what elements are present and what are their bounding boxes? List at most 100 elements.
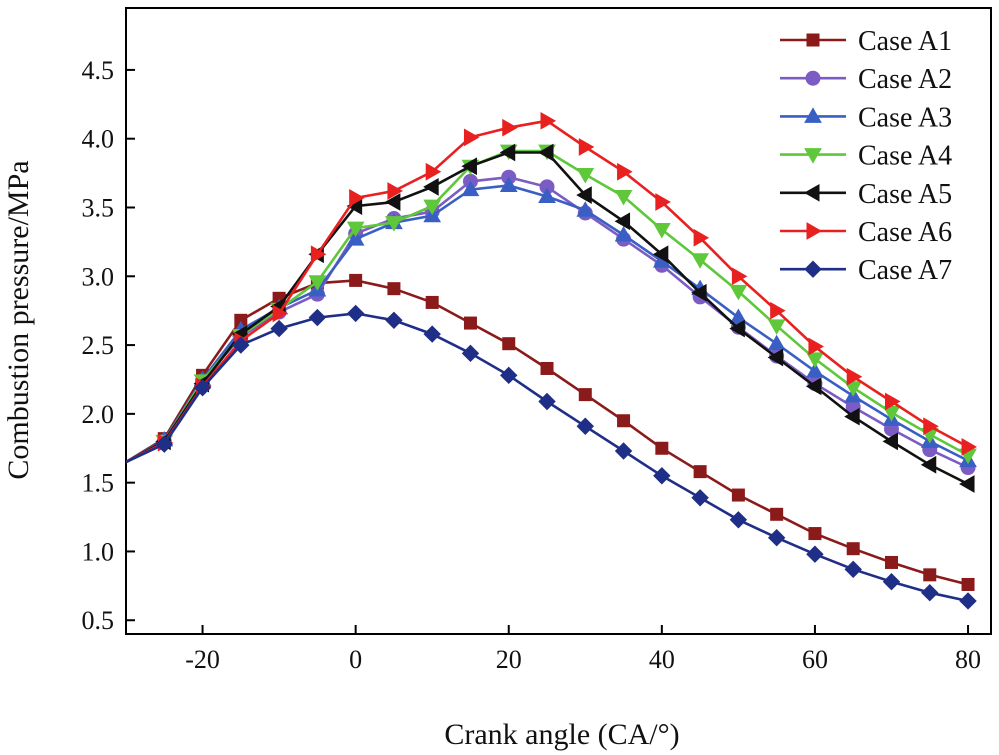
- data-point: [808, 527, 822, 541]
- data-point: [540, 111, 557, 130]
- data-point: [691, 283, 707, 302]
- legend-item: Case A1: [780, 26, 952, 57]
- data-point: [767, 348, 784, 367]
- data-point: [884, 392, 901, 411]
- data-point: [806, 545, 824, 563]
- data-point: [349, 273, 363, 287]
- data-point: [614, 212, 631, 231]
- data-point: [385, 216, 403, 232]
- legend-marker: [806, 222, 823, 240]
- data-point: [270, 319, 288, 338]
- legend-label: Case A6: [858, 217, 952, 248]
- y-tick-label: 3.0: [82, 262, 115, 291]
- data-point: [463, 316, 477, 330]
- data-point: [461, 157, 477, 176]
- data-point: [729, 511, 748, 529]
- data-point: [387, 182, 403, 200]
- data-point: [770, 507, 784, 521]
- data-point: [691, 253, 709, 269]
- data-point: [923, 568, 937, 582]
- data-point: [538, 187, 556, 203]
- x-tick-label: 80: [955, 645, 981, 674]
- y-tick-label: 3.5: [82, 193, 115, 222]
- data-point: [384, 193, 401, 211]
- data-point: [308, 308, 327, 327]
- y-tick-label: 4.5: [82, 56, 115, 85]
- data-point: [614, 442, 633, 460]
- data-point: [653, 467, 671, 485]
- legend-label: Case A3: [858, 102, 952, 133]
- data-point: [423, 177, 439, 196]
- y-tick-label: 4.0: [82, 125, 115, 154]
- data-point: [693, 465, 707, 479]
- legend-label: Case A5: [858, 179, 952, 210]
- data-point: [884, 555, 898, 569]
- data-point: [346, 221, 365, 238]
- data-point: [731, 267, 748, 286]
- legend-item: Case A3: [780, 102, 952, 133]
- y-tick-label: 2.5: [82, 331, 115, 360]
- legend-item: Case A6: [780, 217, 952, 248]
- data-point: [425, 162, 442, 181]
- data-point: [729, 319, 745, 338]
- data-point: [461, 344, 480, 363]
- data-point: [959, 475, 975, 493]
- legend-label: Case A2: [858, 64, 952, 95]
- y-tick-label: 1.0: [82, 537, 115, 566]
- data-point: [193, 379, 212, 397]
- data-point: [808, 337, 824, 356]
- x-tick-label: 40: [649, 645, 675, 674]
- data-point: [387, 282, 401, 296]
- data-point: [423, 199, 442, 216]
- data-point: [349, 189, 365, 207]
- series-line: [126, 312, 969, 603]
- data-point: [652, 245, 669, 264]
- data-point: [232, 336, 250, 354]
- y-tick-label: 0.5: [82, 606, 115, 635]
- data-point: [272, 304, 289, 323]
- data-point: [691, 489, 709, 507]
- data-point: [538, 392, 556, 411]
- data-point: [617, 414, 631, 428]
- series-case-a7: [126, 304, 977, 610]
- x-tick-label: 60: [802, 645, 828, 674]
- data-point: [423, 325, 441, 343]
- data-point: [961, 438, 978, 456]
- legend-marker: [804, 260, 822, 278]
- data-point: [502, 337, 516, 351]
- data-point: [576, 186, 592, 204]
- series-line: [126, 119, 969, 464]
- data-point: [959, 592, 977, 610]
- legend-item: Case A7: [780, 255, 952, 286]
- data-point: [499, 143, 516, 162]
- data-point: [310, 245, 327, 264]
- data-point: [578, 138, 595, 156]
- legend-marker: [804, 148, 822, 164]
- data-point: [767, 319, 786, 335]
- data-point: [770, 301, 786, 320]
- x-axis-title: Crank angle (CA/°): [444, 718, 679, 751]
- data-point: [538, 143, 554, 162]
- series-case-a3: [126, 176, 977, 468]
- data-point: [805, 377, 822, 396]
- data-point: [576, 201, 595, 217]
- data-point: [385, 311, 403, 330]
- x-tick-label: 0: [349, 645, 362, 674]
- series-layer: [126, 111, 978, 610]
- data-point: [576, 417, 594, 435]
- data-point: [882, 432, 898, 451]
- data-point: [655, 441, 669, 455]
- data-point: [882, 573, 901, 591]
- legend-item: Case A5: [780, 179, 952, 210]
- y-tick-label: 1.5: [82, 469, 115, 498]
- data-point: [463, 128, 480, 147]
- legend-label: Case A1: [858, 26, 952, 57]
- legend-item: Case A4: [780, 141, 952, 172]
- data-point: [731, 488, 745, 502]
- data-point: [767, 334, 786, 351]
- legend-marker: [806, 33, 820, 47]
- data-point: [346, 304, 365, 323]
- legend: Case A1 Case A2 Case A3 Case A4 Case A5 Case …: [780, 26, 952, 286]
- x-axis-ticks: -20 0 20 40 60 80: [185, 625, 981, 674]
- y-tick-label: 2.0: [82, 400, 115, 429]
